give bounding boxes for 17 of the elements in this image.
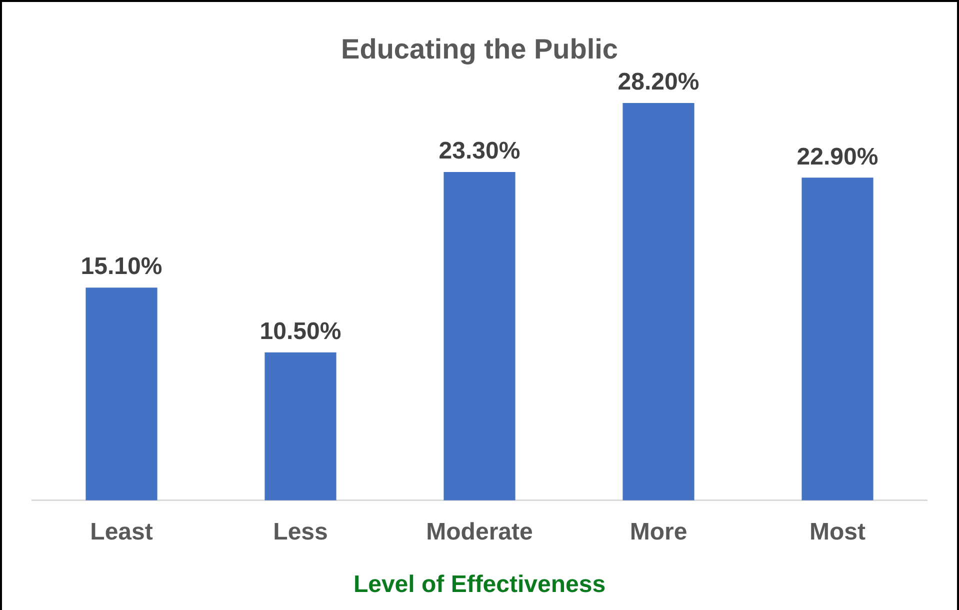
data-label: 28.20% — [618, 68, 700, 96]
bar — [444, 172, 516, 500]
bar — [802, 178, 874, 500]
bar — [622, 102, 694, 500]
x-tick-label: Moderate — [426, 518, 533, 546]
x-axis-title: Level of Effectiveness — [353, 571, 606, 598]
chart-title: Educating the Public — [341, 34, 618, 65]
data-label: 23.30% — [438, 138, 520, 165]
x-tick-label: Most — [810, 518, 866, 546]
data-label: 10.50% — [260, 318, 342, 346]
x-tick-label: More — [630, 518, 688, 546]
bar — [86, 288, 158, 500]
bar — [264, 352, 336, 500]
x-tick-label: Less — [273, 518, 328, 546]
data-label: 15.10% — [80, 253, 162, 280]
x-tick-label: Least — [90, 518, 153, 546]
data-label: 22.90% — [796, 143, 878, 170]
